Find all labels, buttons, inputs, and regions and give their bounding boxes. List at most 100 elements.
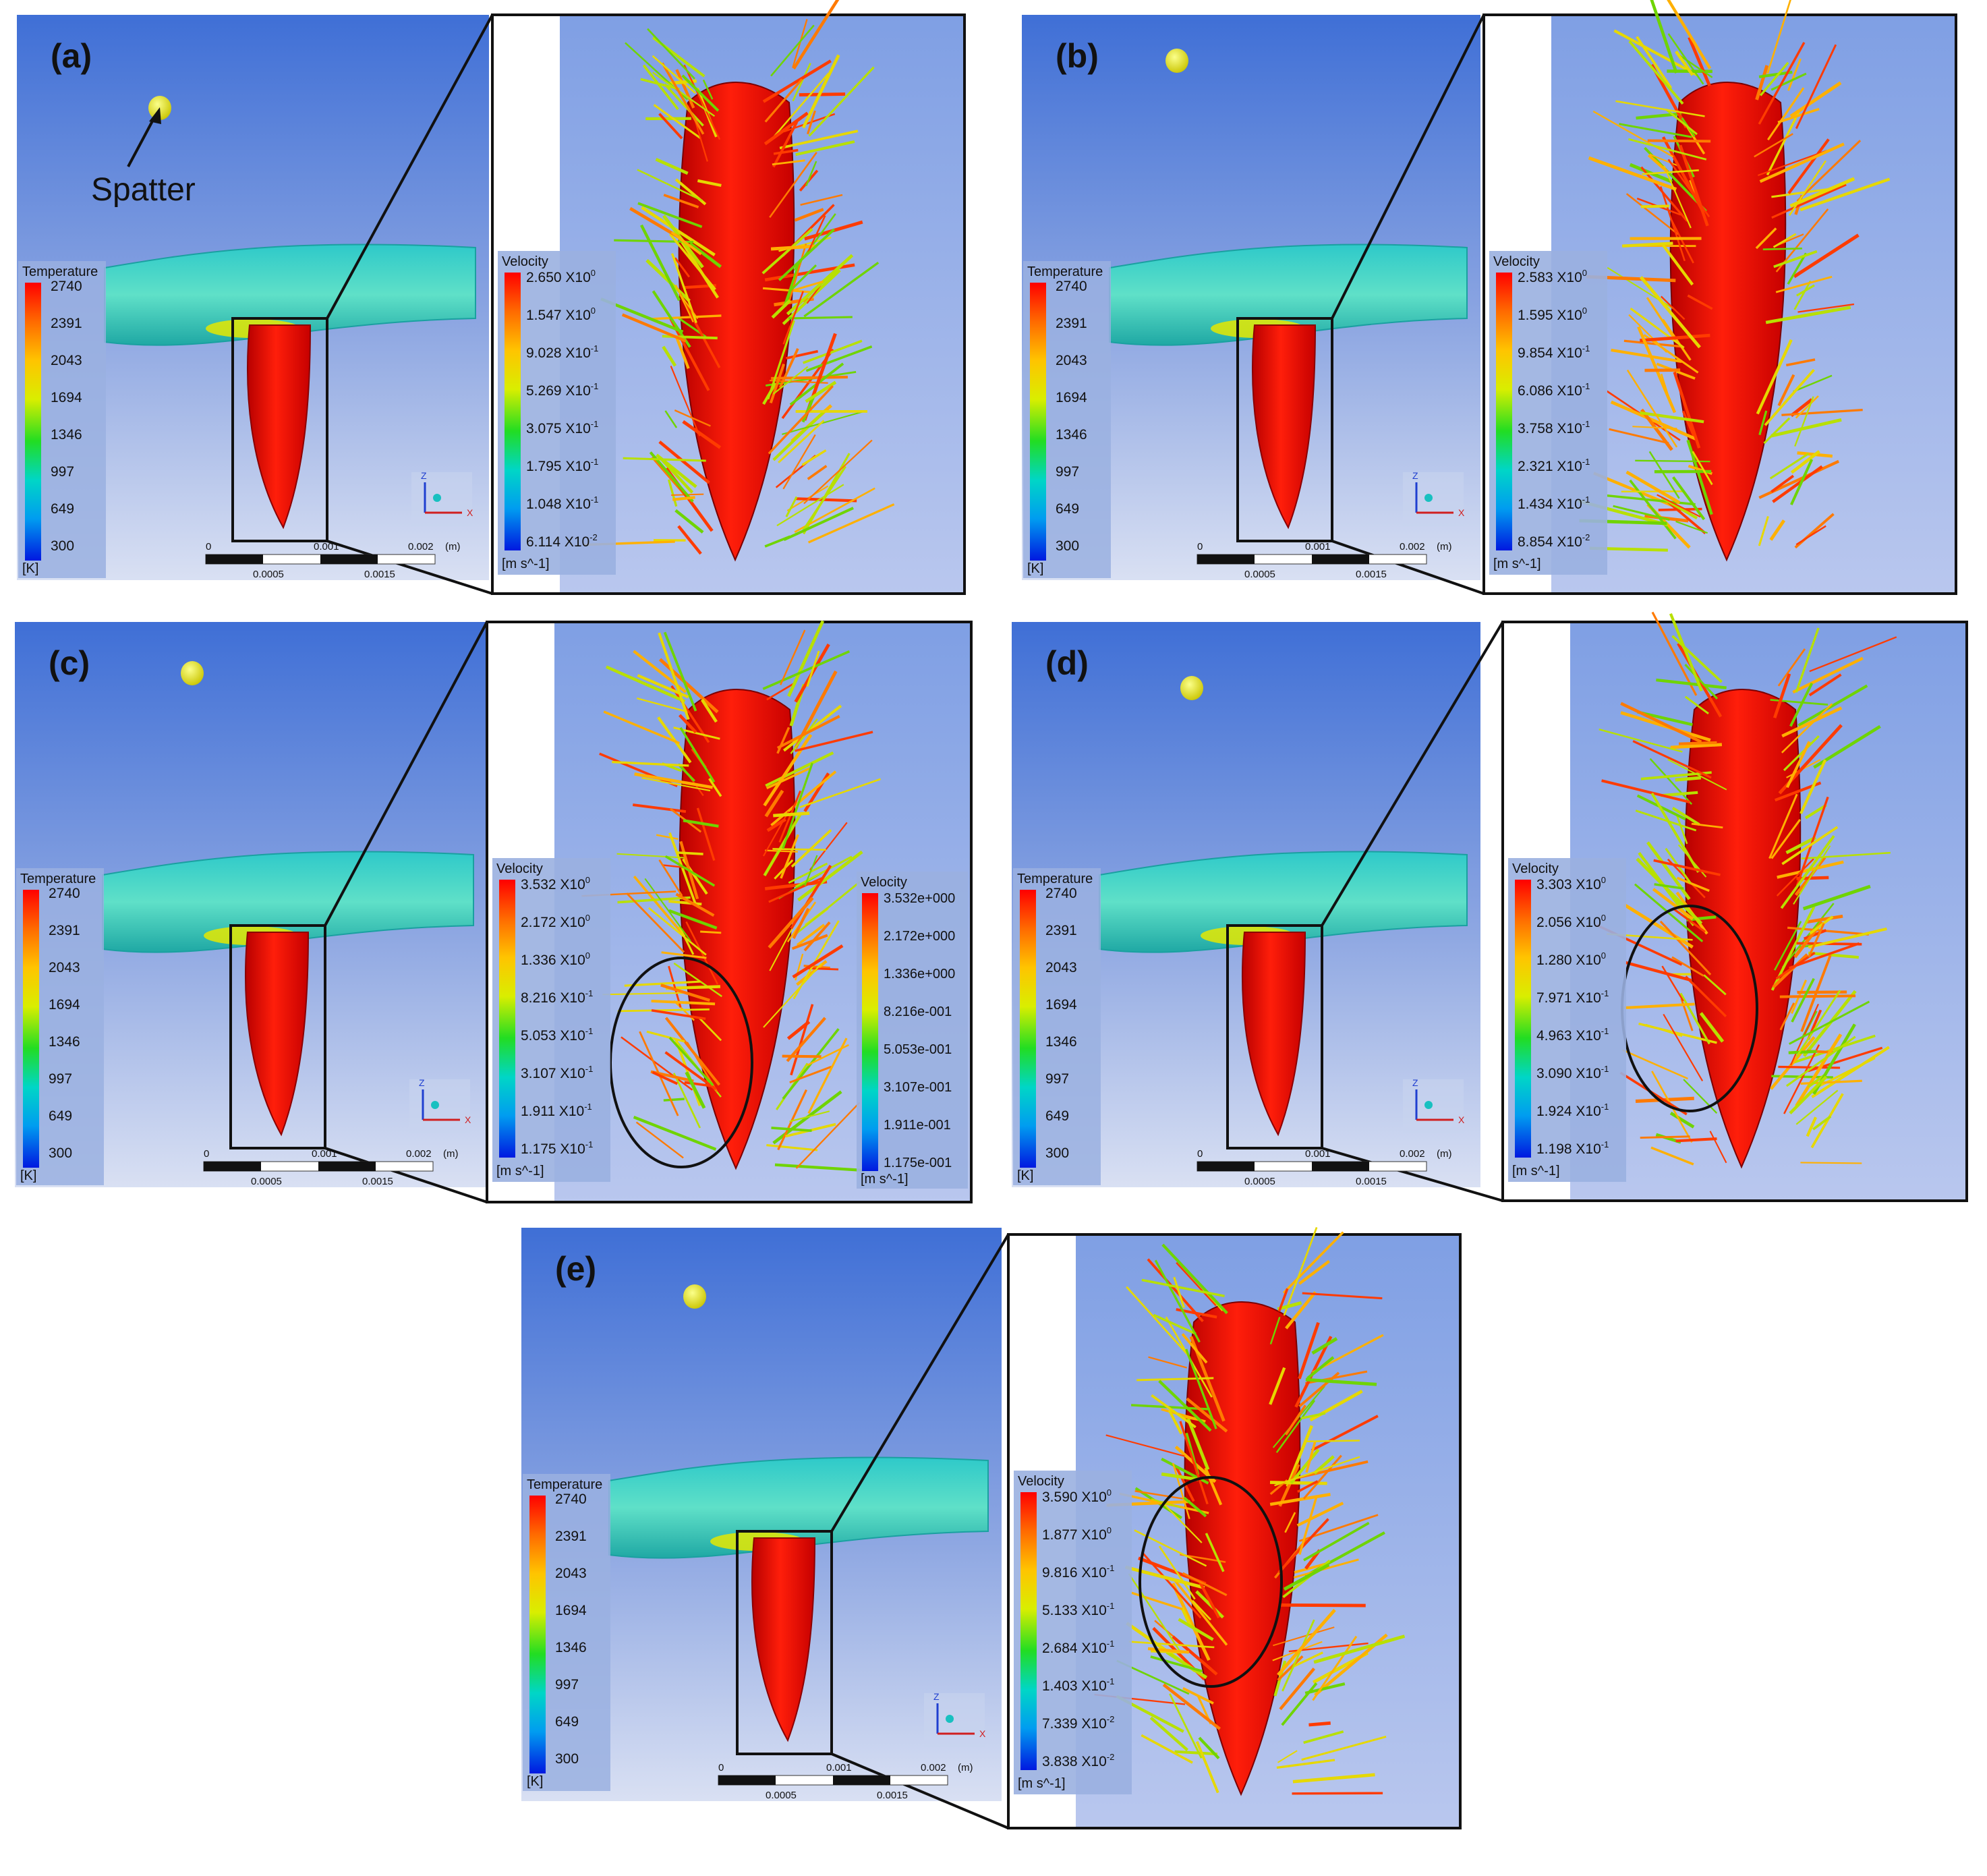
velocity-vector	[1795, 395, 1819, 419]
velocity-vector	[1311, 1337, 1338, 1355]
velocity-vector	[1790, 1003, 1819, 1066]
zoom-connector-top	[1331, 14, 1485, 319]
temperature-tick-label: 1346	[51, 427, 82, 443]
velocity-sci-unit: [m s^-1]	[861, 1172, 909, 1187]
velocity-vector	[677, 525, 702, 555]
velocity-vector	[1797, 684, 1868, 727]
velocity-vector-field	[581, 620, 881, 1172]
velocity-vector	[782, 434, 816, 490]
spatter-particle	[683, 1284, 706, 1309]
velocity-vector	[1288, 1642, 1369, 1653]
velocity-tick-label: 4.963 X10-1	[1536, 1026, 1609, 1044]
velocity-tick-label: 1.595 X100	[1518, 306, 1587, 323]
velocity-vector	[770, 72, 830, 141]
velocity-vector	[1640, 333, 1710, 343]
axis-z-label: Z	[1412, 1077, 1418, 1088]
velocity-vector	[796, 960, 828, 986]
velocity-vector	[1195, 1590, 1225, 1619]
velocity-vector	[702, 79, 714, 100]
velocity-vector	[790, 864, 832, 930]
velocity-vector	[1788, 1050, 1817, 1054]
velocity-legend-title: Velocity	[1493, 254, 1540, 269]
scale-tick: 0.0015	[1356, 569, 1387, 580]
velocity-vector	[1601, 779, 1690, 804]
velocity-vector	[650, 1070, 694, 1083]
velocity-vector	[1781, 903, 1835, 968]
velocity-vector	[792, 907, 810, 939]
velocity-vector	[1777, 648, 1806, 687]
velocity-vector	[656, 453, 697, 488]
temperature-tick-label: 300	[51, 538, 74, 554]
velocity-vector	[1185, 1348, 1217, 1429]
velocity-vector	[1311, 1415, 1379, 1452]
velocity-legend-title: Velocity	[1512, 861, 1559, 876]
velocity-vector	[1688, 36, 1711, 87]
temperature-tick-label: 2740	[555, 1491, 587, 1507]
velocity-vector	[1628, 40, 1684, 105]
velocity-tick-label: 3.532 X100	[521, 875, 590, 892]
velocity-vector	[1296, 1502, 1344, 1527]
velocity-vector	[1801, 851, 1891, 859]
velocity-vector	[785, 496, 798, 517]
temperature-legend-title: Temperature	[1027, 264, 1103, 279]
temperature-tick-label: 2391	[51, 316, 82, 331]
velocity-vector	[803, 921, 831, 952]
velocity-vector	[1675, 521, 1708, 534]
temperature-legend-title: Temperature	[22, 264, 98, 279]
velocity-vector	[762, 59, 832, 103]
velocity-vector	[1675, 1137, 1717, 1143]
velocity-vector	[1298, 1259, 1330, 1285]
velocity-vector	[1675, 776, 1702, 782]
velocity-vector	[1790, 398, 1813, 418]
velocity-vector	[1772, 953, 1808, 988]
scale-tick: 0	[718, 1762, 724, 1773]
velocity-vector	[1770, 819, 1802, 859]
velocity-vector	[633, 1116, 717, 1151]
velocity-vector	[1808, 673, 1842, 697]
velocity-vector	[782, 291, 804, 345]
velocity-vector	[786, 1020, 811, 1040]
velocity-vector-field	[1596, 611, 1897, 1166]
velocity-tick-label: 9.816 X10-1	[1042, 1563, 1114, 1581]
velocity-vector	[648, 907, 707, 956]
velocity-vector	[1776, 858, 1814, 897]
velocity-vector	[612, 761, 689, 767]
velocity-vector	[807, 1038, 848, 1114]
velocity-vector	[1648, 451, 1680, 499]
velocity-vector	[1640, 1135, 1690, 1139]
temperature-colorbar	[1030, 283, 1046, 561]
velocity-vector	[683, 819, 719, 828]
velocity-vector	[803, 339, 863, 364]
velocity-vector	[1609, 428, 1669, 445]
velocity-vector	[1789, 1075, 1828, 1114]
scan-track	[1099, 851, 1468, 953]
velocity-vector	[803, 261, 880, 318]
velocity-vector	[1659, 920, 1712, 975]
velocity-vector	[1663, 165, 1692, 229]
velocity-vector	[1775, 208, 1829, 273]
velocity-vector	[1699, 1012, 1725, 1043]
velocity-colorbar	[1020, 1492, 1037, 1770]
velocity-vector	[773, 148, 799, 155]
velocity-vector	[1673, 371, 1701, 449]
velocity-vector	[1615, 100, 1705, 117]
velocity-vector	[679, 714, 697, 734]
velocity-vector	[1771, 188, 1831, 198]
velocity-vector	[764, 78, 803, 123]
velocity-colorbar	[1496, 273, 1512, 550]
velocity-vector	[1147, 1647, 1189, 1654]
velocity-vector	[672, 496, 695, 501]
velocity-vector	[795, 497, 857, 503]
velocity-vector	[1659, 186, 1686, 262]
velocity-vector	[1812, 1115, 1832, 1131]
velocity-vector	[1785, 358, 1816, 367]
velocity-tick-label: 1.877 X100	[1042, 1525, 1112, 1543]
velocity-vector	[1675, 814, 1688, 845]
velocity-vector	[1754, 133, 1793, 158]
velocity-vector	[626, 892, 685, 953]
scale-bar-seg	[318, 1162, 376, 1171]
velocity-vector	[1763, 417, 1791, 445]
velocity-vector	[770, 244, 817, 251]
